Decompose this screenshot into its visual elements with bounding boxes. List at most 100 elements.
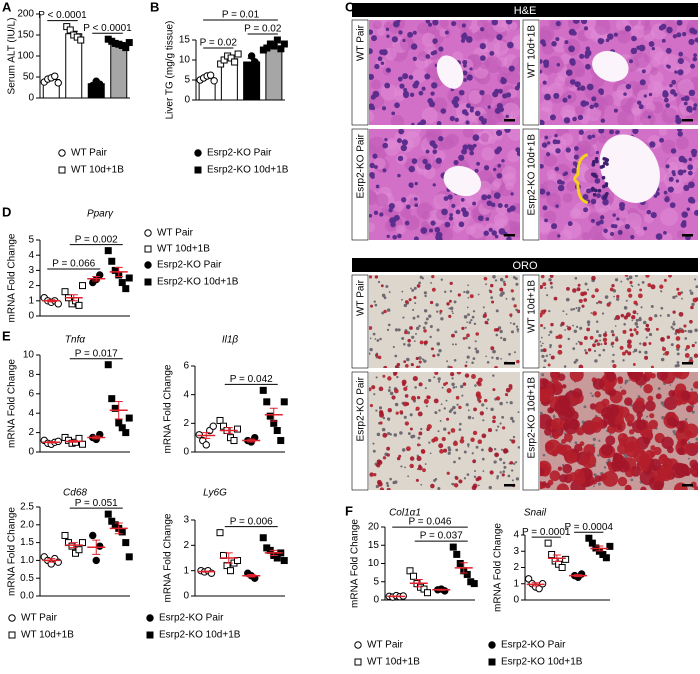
cytoplasm (660, 208, 678, 226)
nucleus (437, 377, 441, 381)
nucleus (424, 321, 428, 325)
nucleus (672, 322, 676, 326)
lipid-droplet (409, 427, 413, 431)
cytoplasm (437, 141, 446, 151)
marker (210, 77, 218, 85)
nucleus (432, 20, 439, 26)
nucleus (586, 83, 594, 91)
nucleus (472, 357, 476, 360)
cytoplasm (546, 169, 557, 180)
nucleus (641, 69, 646, 74)
infiltrate (594, 156, 599, 161)
nucleus (493, 192, 501, 200)
lipid-droplet (369, 472, 374, 477)
nucleus (514, 461, 518, 464)
nucleus (648, 92, 653, 97)
lipid-droplet (430, 483, 435, 489)
p-value: P = 0.046 (409, 517, 452, 528)
section-title: H&E (514, 5, 537, 17)
error-bar (552, 554, 561, 562)
lipid-droplet (648, 419, 659, 430)
nucleus (618, 201, 626, 209)
lipid-droplet (589, 335, 594, 340)
nucleus (619, 386, 622, 389)
nucleus (508, 352, 511, 356)
nucleus (583, 207, 589, 213)
marker (79, 440, 86, 448)
nucleus (399, 83, 405, 89)
nucleus (644, 350, 648, 355)
nucleus (681, 220, 687, 225)
error-bar (574, 574, 583, 578)
nucleus (516, 150, 520, 157)
nucleus (597, 37, 604, 44)
marker (96, 542, 104, 550)
nucleus (543, 326, 546, 330)
lipid-droplet (591, 294, 595, 299)
lipid-droplet (606, 302, 611, 307)
nucleus (573, 146, 579, 151)
lipid-droplet (655, 393, 662, 400)
y-tick-label: 2 (183, 540, 189, 551)
nucleus (369, 29, 374, 35)
nucleus (660, 306, 664, 310)
nucleus (507, 41, 514, 49)
nucleus (381, 293, 386, 298)
nucleus (690, 63, 696, 69)
nucleus (440, 403, 443, 406)
nucleus (490, 407, 494, 412)
legend-label: Esrp2-KO 10d+1B (207, 165, 289, 176)
nucleus (497, 163, 502, 168)
lipid-droplet (670, 412, 676, 418)
lipid-droplet (394, 388, 399, 394)
nucleus (629, 59, 633, 64)
nucleus (593, 349, 597, 353)
nucleus (430, 220, 436, 226)
y-tick-label: 0 (28, 311, 34, 322)
nucleus (436, 121, 442, 125)
nucleus (465, 336, 468, 340)
nucleus (598, 439, 601, 442)
nucleus (425, 317, 429, 321)
lipid-droplet (620, 313, 625, 318)
nucleus (507, 474, 511, 478)
nucleus (423, 359, 427, 363)
nucleus (379, 49, 385, 55)
nucleus (684, 329, 687, 333)
nucleus (401, 290, 404, 293)
nucleus (677, 58, 684, 65)
nucleus (631, 319, 634, 322)
nucleus (574, 277, 578, 280)
lipid-droplet (550, 322, 554, 327)
nucleus (564, 329, 566, 331)
lipid-droplet (650, 284, 656, 290)
nucleus (463, 290, 466, 294)
nucleus (603, 228, 608, 234)
nucleus (515, 477, 519, 481)
lipid-droplet (416, 395, 421, 400)
nucleus (505, 114, 509, 119)
nucleus (509, 401, 513, 405)
nucleus (688, 329, 693, 334)
lipid-droplet (472, 459, 477, 464)
nucleus (610, 231, 615, 236)
nucleus (467, 313, 470, 317)
nucleus (415, 326, 420, 331)
y-tick-label: 5 (373, 576, 379, 587)
nucleus (541, 373, 545, 377)
nucleus (396, 138, 402, 144)
nucleus (453, 411, 457, 415)
nucleus (462, 144, 469, 151)
lipid-droplet (596, 342, 601, 347)
nucleus (499, 329, 503, 334)
nucleus (687, 164, 694, 171)
nucleus (695, 285, 698, 289)
nucleus (482, 419, 485, 422)
cytoplasm (676, 230, 686, 239)
nucleus (465, 120, 470, 125)
nucleus (376, 339, 380, 342)
nucleus (459, 384, 464, 389)
nucleus (675, 179, 680, 183)
lipid-droplet (454, 476, 459, 480)
nucleus (491, 230, 497, 236)
